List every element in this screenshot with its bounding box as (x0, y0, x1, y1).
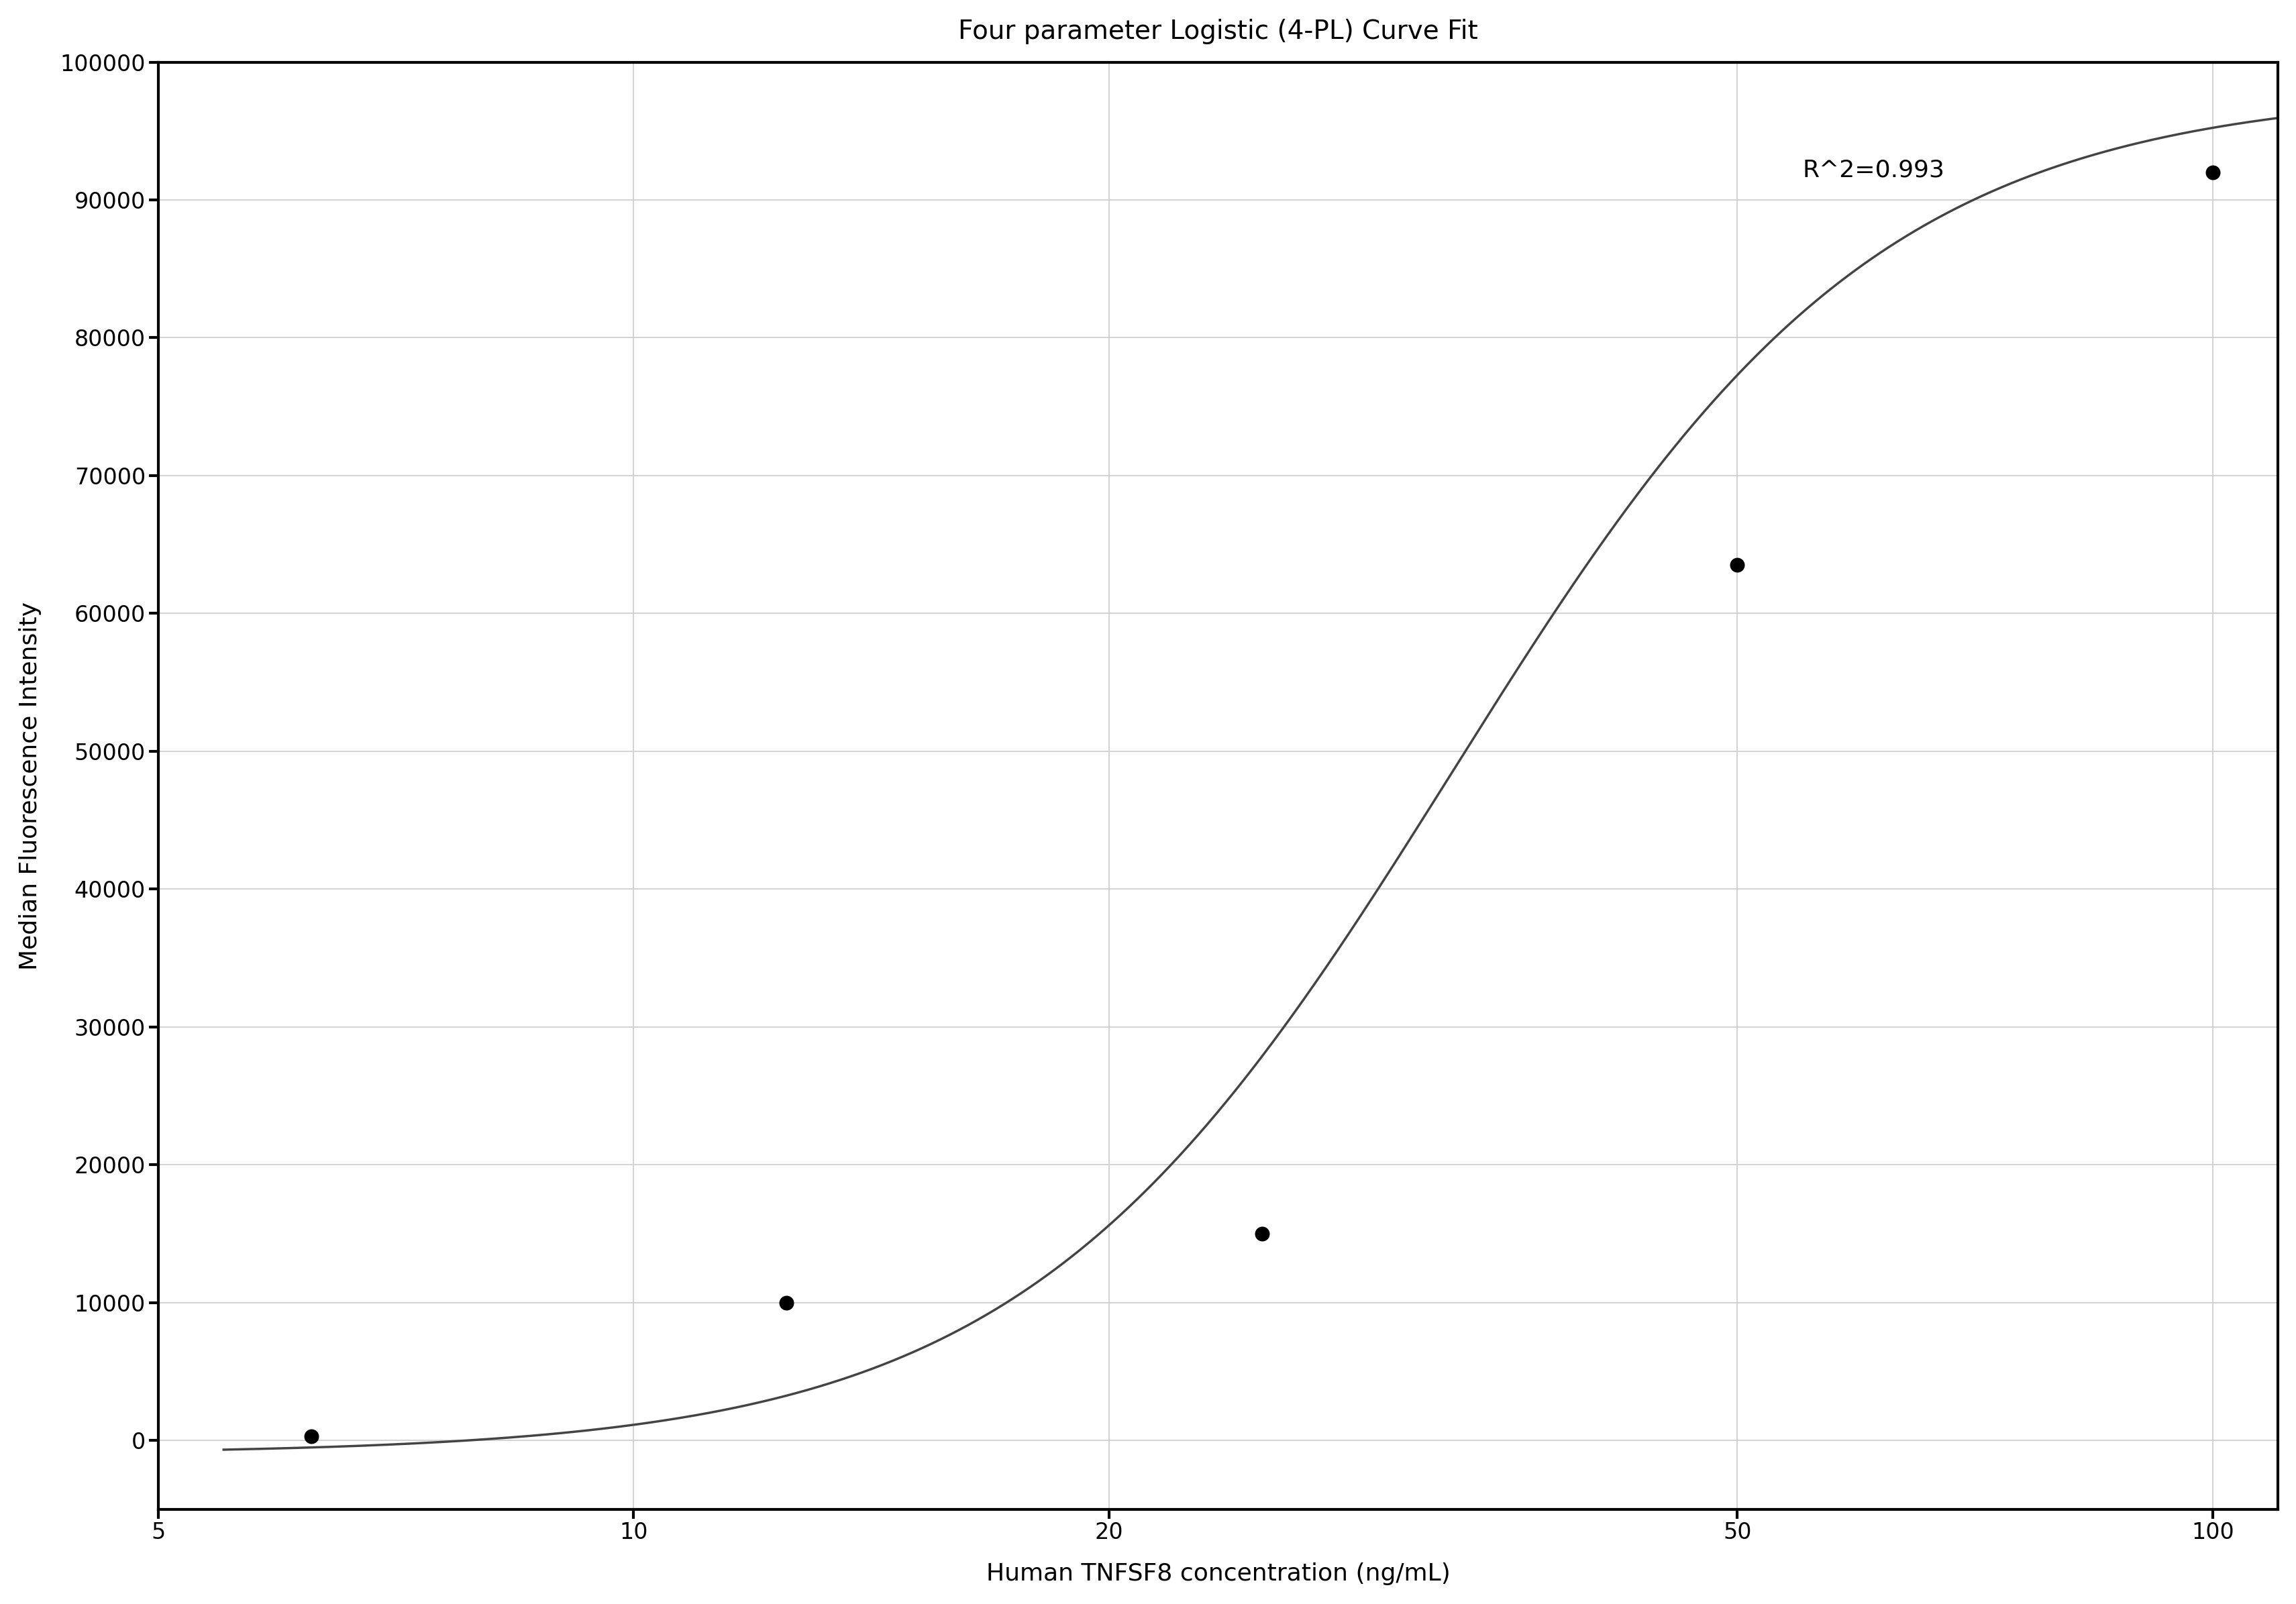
Title: Four parameter Logistic (4-PL) Curve Fit: Four parameter Logistic (4-PL) Curve Fit (957, 19, 1479, 45)
Point (294, 1423, 331, 1448)
Point (2193, 159, 2229, 184)
Point (767, 1290, 804, 1315)
Y-axis label: Median Fluorescence Intensity: Median Fluorescence Intensity (18, 602, 41, 970)
Point (1242, 1221, 1279, 1246)
Point (1717, 552, 1754, 577)
X-axis label: Human TNFSF8 concentration (ng/mL): Human TNFSF8 concentration (ng/mL) (985, 1562, 1449, 1585)
Text: R^2=0.993: R^2=0.993 (1802, 159, 1945, 181)
